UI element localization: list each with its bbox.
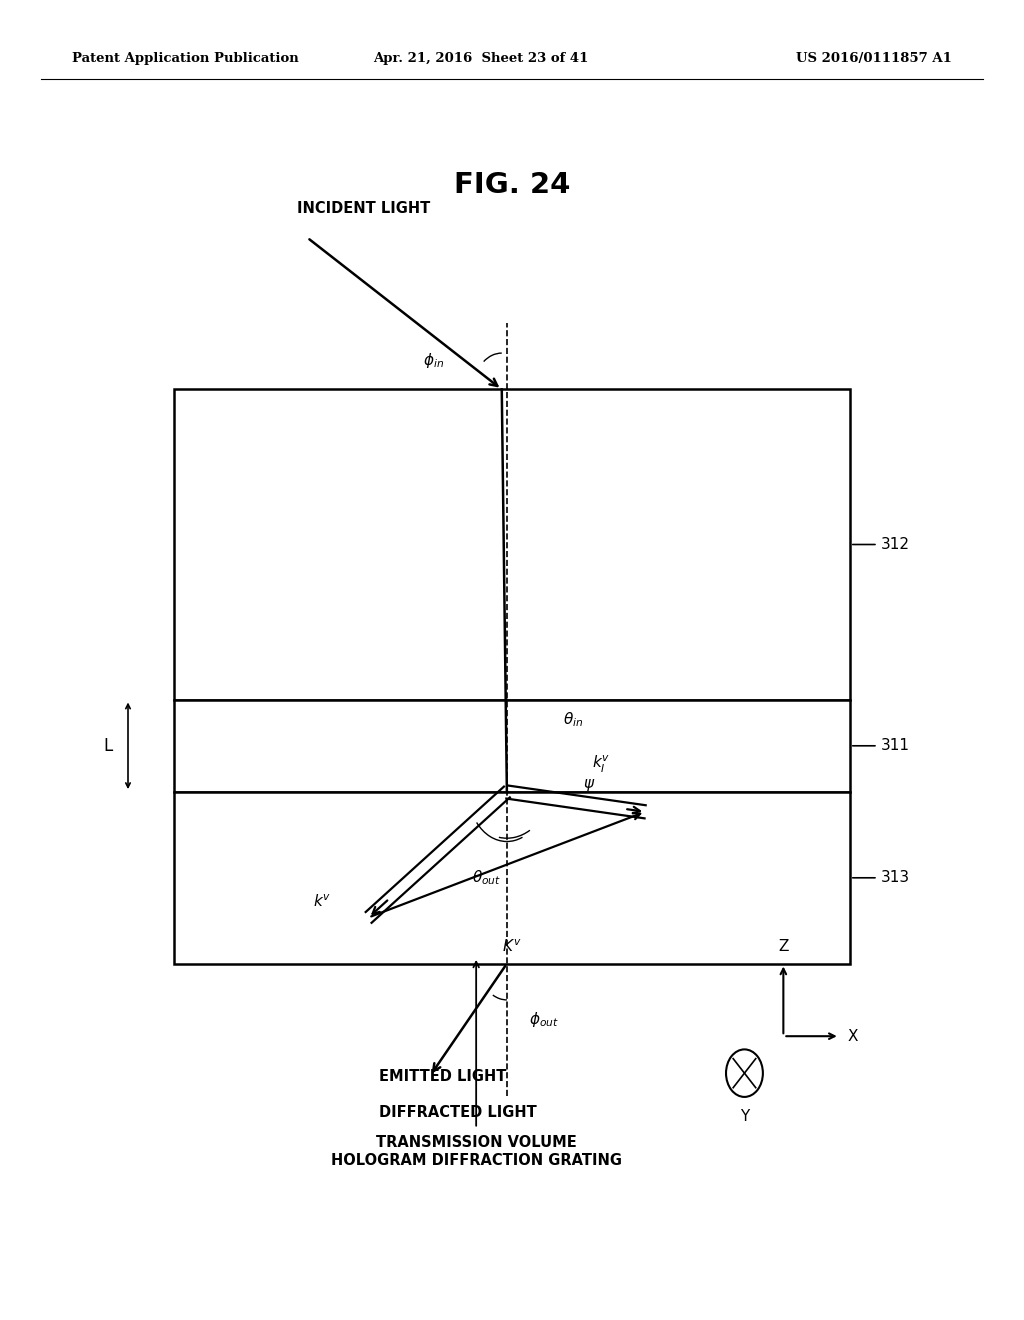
Text: $k_I^v$: $k_I^v$ <box>593 755 610 775</box>
Text: X: X <box>848 1028 858 1044</box>
Text: INCIDENT LIGHT: INCIDENT LIGHT <box>297 201 430 216</box>
Text: Patent Application Publication: Patent Application Publication <box>72 51 298 65</box>
Bar <box>174 389 850 700</box>
Text: US 2016/0111857 A1: US 2016/0111857 A1 <box>797 51 952 65</box>
Text: DIFFRACTED LIGHT: DIFFRACTED LIGHT <box>379 1105 537 1119</box>
Text: L: L <box>102 737 113 755</box>
Text: TRANSMISSION VOLUME
HOLOGRAM DIFFRACTION GRATING: TRANSMISSION VOLUME HOLOGRAM DIFFRACTION… <box>331 1135 622 1168</box>
Text: Z: Z <box>778 939 788 954</box>
Text: Apr. 21, 2016  Sheet 23 of 41: Apr. 21, 2016 Sheet 23 of 41 <box>374 51 589 65</box>
Text: $\theta_{in}$: $\theta_{in}$ <box>563 710 584 729</box>
Text: Y: Y <box>739 1109 750 1125</box>
Text: FIG. 24: FIG. 24 <box>454 170 570 199</box>
Text: EMITTED LIGHT: EMITTED LIGHT <box>379 1069 506 1084</box>
Bar <box>174 700 850 792</box>
Bar <box>174 389 850 700</box>
Text: 311: 311 <box>853 738 909 754</box>
Bar <box>174 792 850 964</box>
Text: 312: 312 <box>853 537 909 552</box>
Text: $\phi_{in}$: $\phi_{in}$ <box>423 351 443 370</box>
Bar <box>174 700 850 792</box>
Text: $\phi_{out}$: $\phi_{out}$ <box>529 1010 559 1028</box>
Text: $\psi$: $\psi$ <box>583 777 595 793</box>
Text: 313: 313 <box>853 870 909 886</box>
Text: $k^v$: $k^v$ <box>313 894 332 909</box>
Bar <box>174 792 850 964</box>
Text: $\theta_{out}$: $\theta_{out}$ <box>472 869 501 887</box>
Text: $K^v$: $K^v$ <box>502 939 522 954</box>
